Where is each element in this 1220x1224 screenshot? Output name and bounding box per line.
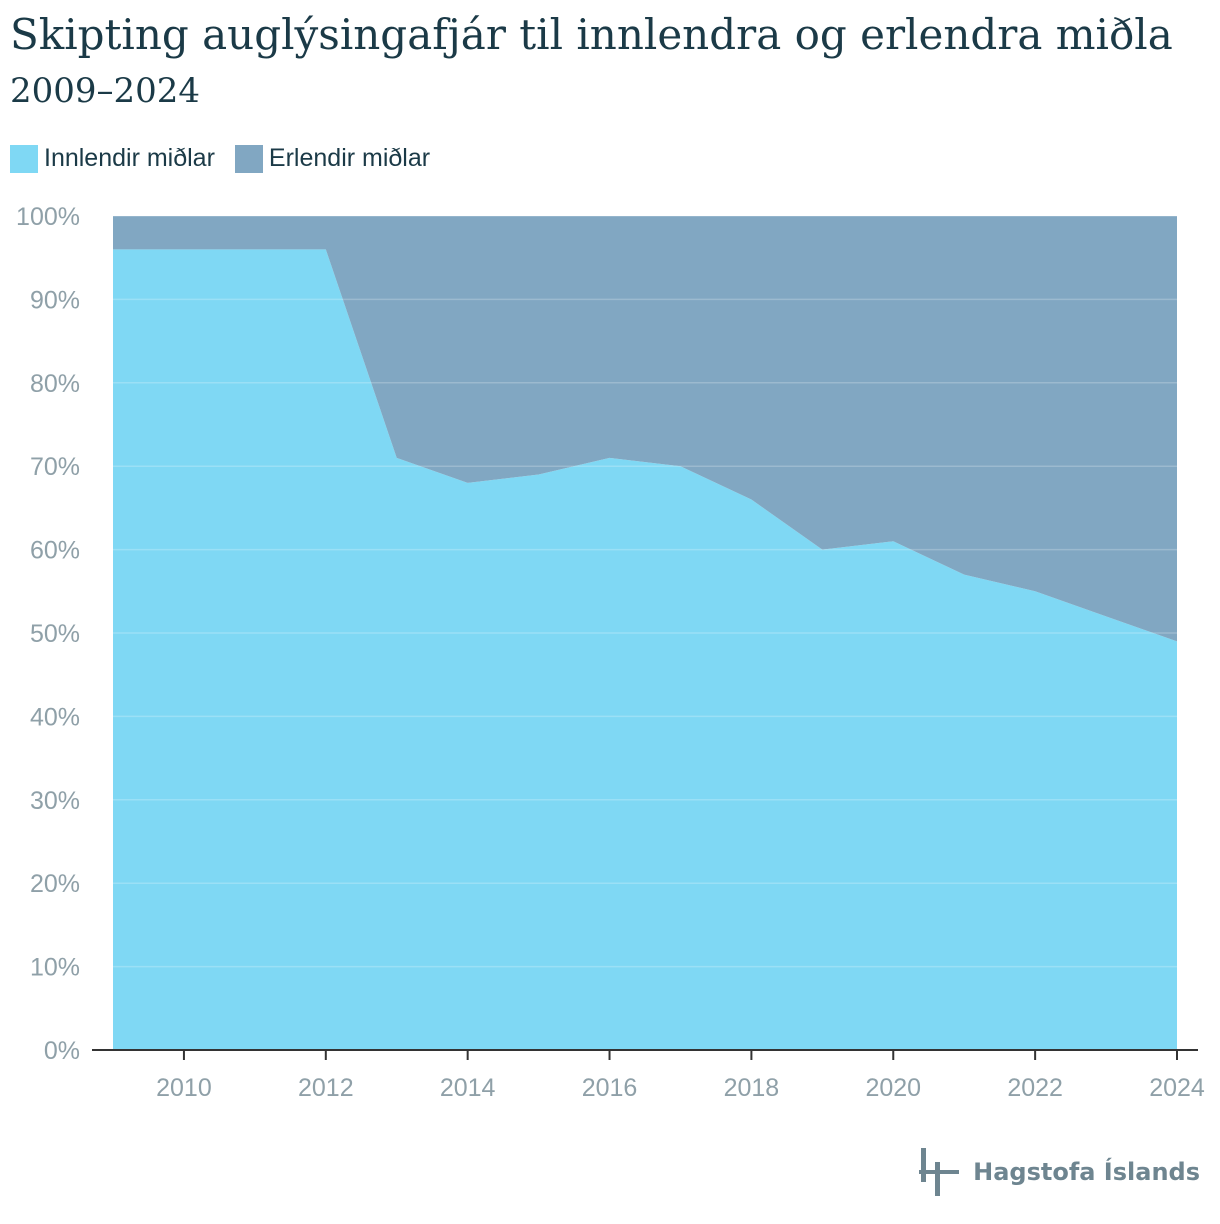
x-tick-label: 2024 (1149, 1074, 1205, 1102)
x-tick-label: 2010 (156, 1074, 212, 1102)
y-tick-label: 0% (44, 1037, 80, 1065)
x-tick-label: 2018 (724, 1074, 780, 1102)
x-tick-label: 2016 (582, 1074, 638, 1102)
y-tick-label: 70% (30, 453, 80, 481)
legend: Innlendir miðlar Erlendir miðlar (10, 144, 450, 173)
x-tick-label: 2012 (298, 1074, 354, 1102)
y-tick-label: 100% (16, 203, 80, 231)
x-tick-label: 2020 (865, 1074, 921, 1102)
stacked-area-chart: 0% 10% 20% 30% 40% 50% 60% 70% 80% 90% 100% 2010 201… (16, 203, 1205, 1102)
y-tick-label: 80% (30, 370, 80, 398)
y-tick-label: 20% (30, 870, 80, 898)
y-tick-label: 10% (30, 954, 80, 982)
x-tick-label: 2014 (440, 1074, 496, 1102)
y-tick-label: 50% (30, 620, 80, 648)
legend-item-innlendir: Innlendir miðlar (10, 144, 215, 173)
y-tick-label: 90% (30, 286, 80, 314)
legend-swatch-erlendir (234, 144, 263, 173)
area-series-erlendir (113, 216, 1177, 642)
x-tick-label: 2022 (1007, 1074, 1063, 1102)
legend-label-erlendir: Erlendir miðlar (268, 144, 431, 172)
chart-title: Skipting auglýsingafjár til innlendra og… (10, 10, 1173, 59)
y-tick-label: 30% (30, 787, 80, 815)
legend-label-innlendir: Innlendir miðlar (44, 144, 215, 172)
hagstofa-logo: Hagstofa Íslands (919, 1146, 1200, 1198)
hagstofa-logo-icon (919, 1148, 960, 1196)
legend-item-erlendir: Erlendir miðlar (234, 144, 431, 173)
y-tick-label: 40% (30, 703, 80, 731)
area-series-innlendir (113, 249, 1177, 1051)
chart-subtitle: 2009–2024 (10, 71, 201, 111)
legend-swatch-innlendir (10, 144, 38, 173)
y-tick-label: 60% (30, 537, 80, 565)
hagstofa-logo-text: Hagstofa Íslands (973, 1158, 1200, 1186)
